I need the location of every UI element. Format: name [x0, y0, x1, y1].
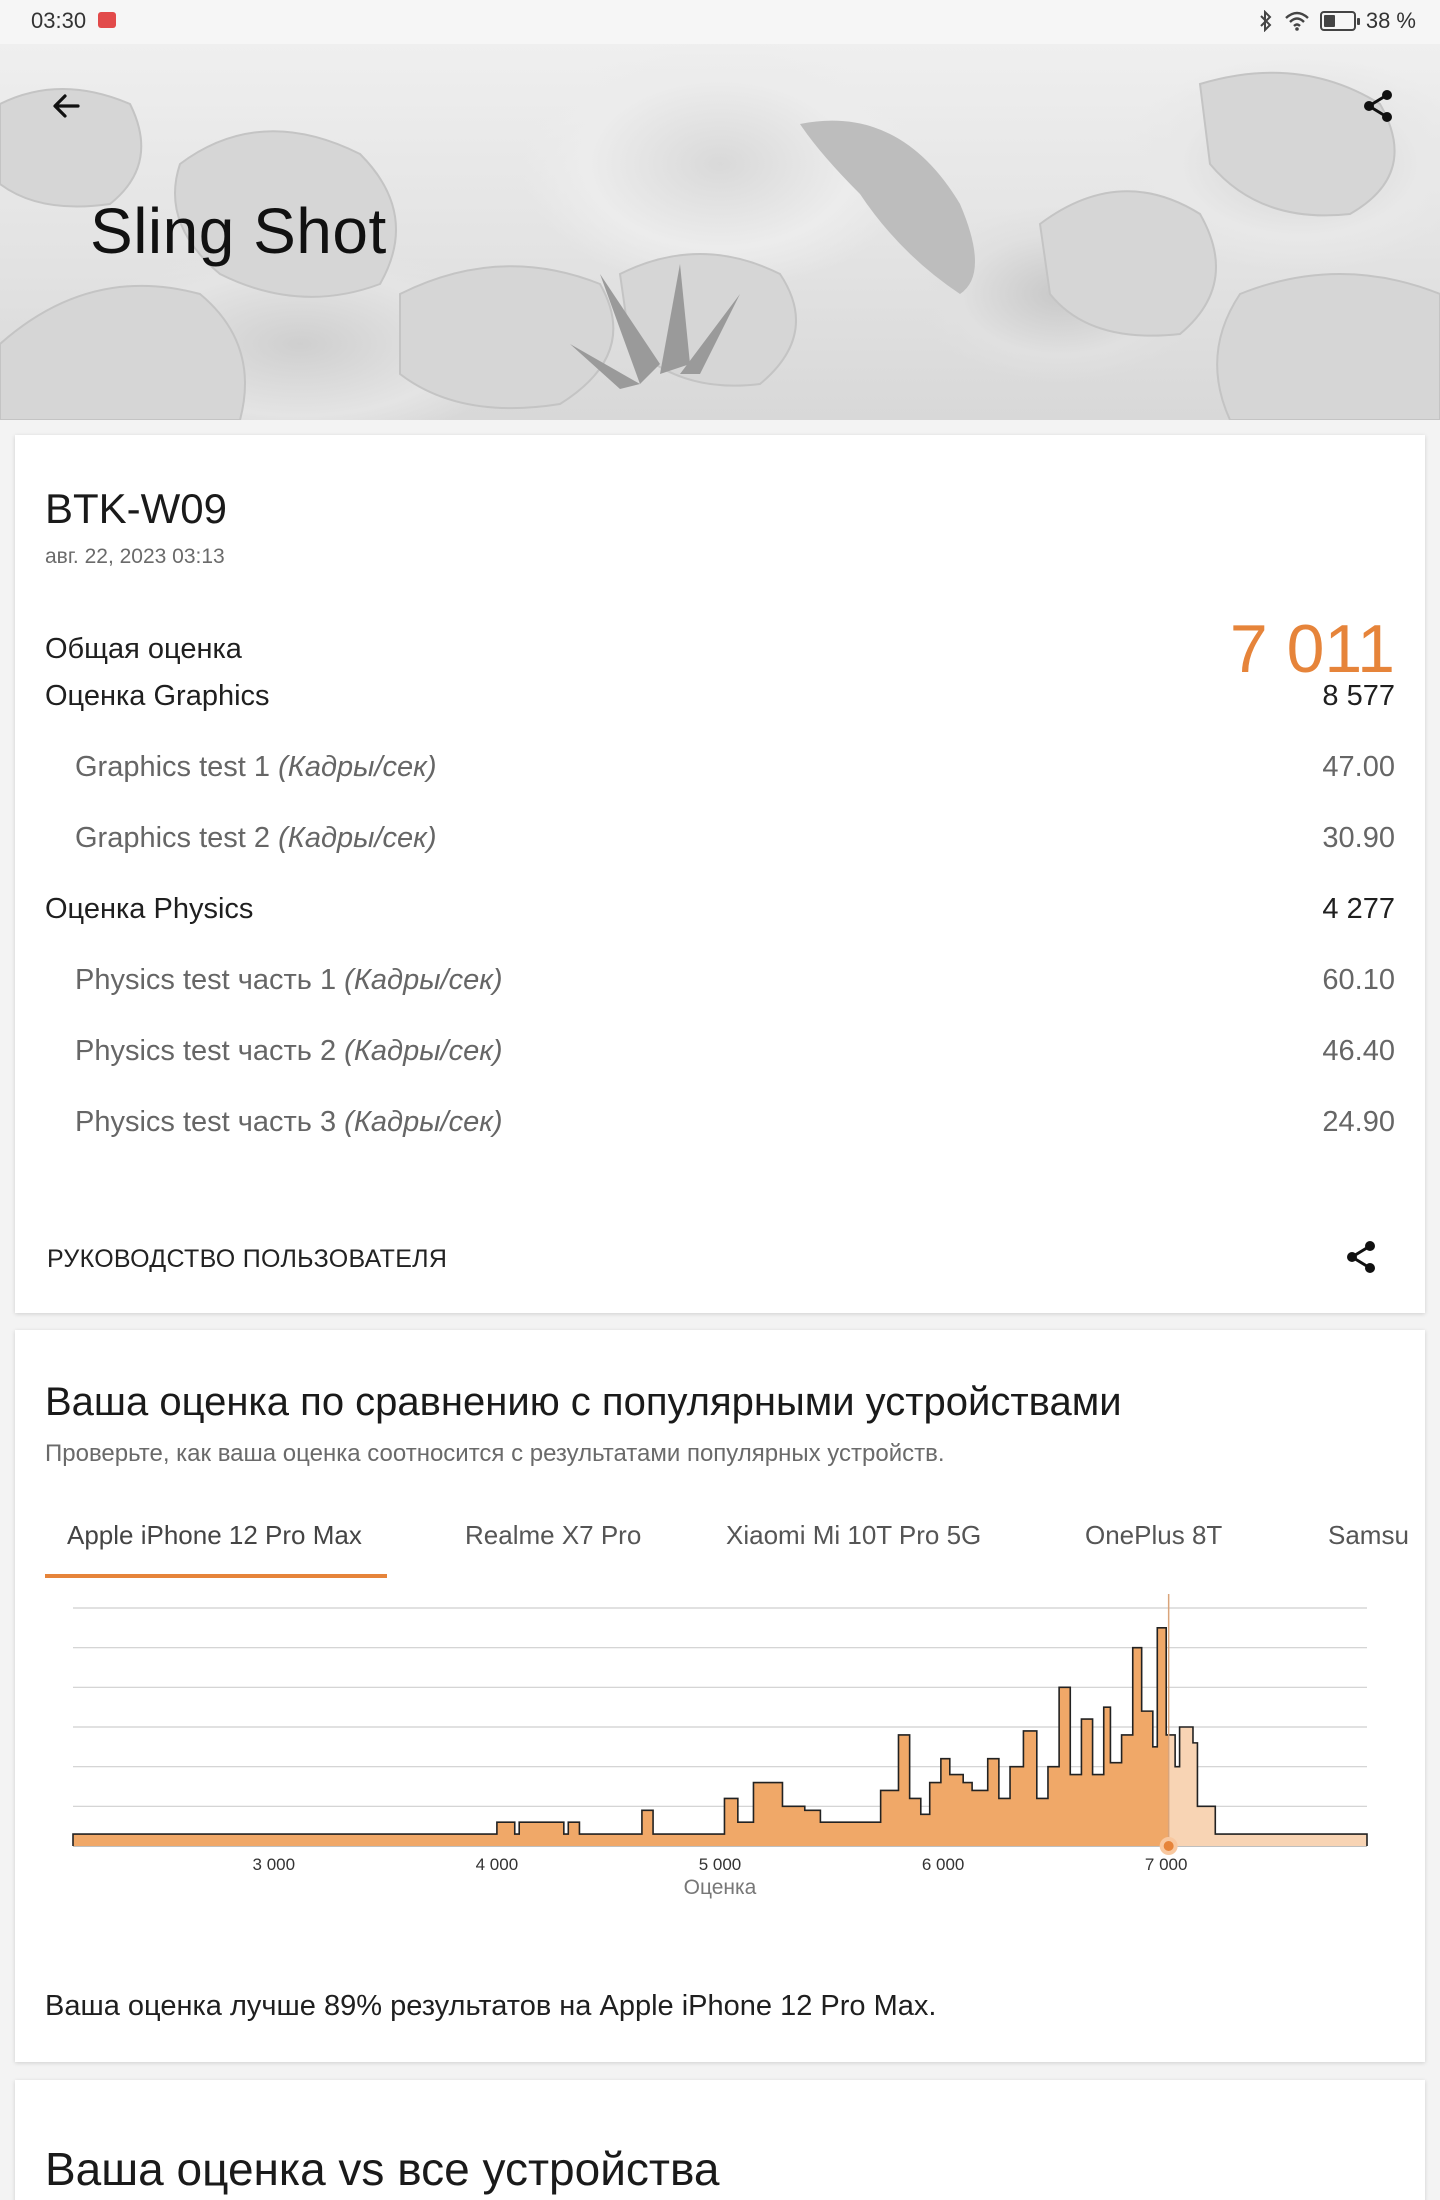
comparison-card: Ваша оценка по сравнению с популярными у… — [15, 1330, 1425, 2062]
battery-level: 38 % — [1365, 8, 1416, 33]
row-unit: (Кадры/сек) — [344, 1106, 503, 1138]
tab-device[interactable]: OnePlus 8T — [1085, 1520, 1223, 1550]
row-label-text: Graphics test 2 — [75, 822, 271, 854]
row-value: 4 277 — [1322, 893, 1395, 925]
distribution-area-below — [73, 1627, 1169, 1846]
result-date: авг. 22, 2023 03:13 — [45, 545, 225, 568]
row-label-text: Оценка Graphics — [45, 680, 270, 712]
back-button[interactable] — [44, 84, 88, 128]
x-tick-label: 7 000 — [1145, 1855, 1188, 1874]
row-label: Graphics test 1 (Кадры/сек) — [45, 751, 437, 784]
row-label: Physics test часть 3 (Кадры/сек) — [45, 1106, 503, 1139]
bluetooth-icon — [1260, 10, 1272, 32]
total-score-row: Общая оценка 7 011 — [45, 610, 1395, 688]
row-unit: (Кадры/сек) — [278, 751, 437, 783]
subtest-row: Graphics test 1 (Кадры/сек) 47.00 — [45, 751, 1395, 784]
share-icon — [1347, 1241, 1375, 1273]
x-axis-label: Оценка — [684, 1876, 757, 1899]
row-unit: (Кадры/сек) — [278, 822, 437, 854]
score-row: Оценка Physics 4 277 — [45, 893, 1395, 926]
row-value: 46.40 — [1322, 1035, 1395, 1067]
tab-device[interactable]: Xiaomi Mi 10T Pro 5G — [726, 1520, 982, 1550]
x-tick-label: 5 000 — [699, 1855, 742, 1874]
comparison-title: Ваша оценка по сравнению с популярными у… — [45, 1380, 1122, 1424]
x-tick-label: 6 000 — [922, 1855, 965, 1874]
row-value: 47.00 — [1322, 751, 1395, 783]
row-label: Graphics test 2 (Кадры/сек) — [45, 822, 437, 855]
share-icon — [1364, 90, 1392, 122]
subtest-row: Physics test часть 3 (Кадры/сек) 24.90 — [45, 1106, 1395, 1139]
vs-all-title: Ваша оценка vs все устройства — [45, 2143, 720, 2195]
row-unit: (Кадры/сек) — [344, 1035, 503, 1067]
subtest-row: Graphics test 2 (Кадры/сек) 30.90 — [45, 822, 1395, 855]
row-value: 60.10 — [1322, 964, 1395, 996]
x-tick-label: 4 000 — [476, 1855, 519, 1874]
status-time: 03:30 — [31, 8, 87, 33]
distribution-outline — [72, 1627, 1368, 1846]
user-guide-link[interactable]: РУКОВОДСТВО ПОЛЬЗОВАТЕЛЯ — [47, 1245, 448, 1273]
tab-device[interactable]: Apple iPhone 12 Pro Max — [67, 1520, 362, 1550]
row-label-text: Physics test часть 1 — [75, 964, 337, 996]
row-label-text: Graphics test 1 — [75, 751, 271, 783]
share-result-button[interactable] — [1339, 1235, 1383, 1279]
row-value: 8 577 — [1322, 680, 1395, 712]
result-card: BTK-W09 авг. 22, 2023 03:13 Общая оценка… — [15, 435, 1425, 1313]
row-label-text: Physics test часть 2 — [75, 1035, 337, 1067]
row-label: Physics test часть 1 (Кадры/сек) — [45, 964, 503, 997]
rock-background-image — [0, 71, 1440, 420]
arrow-back-icon — [53, 94, 80, 118]
status-bar: 03:30 38 % — [0, 0, 1440, 44]
device-tabs: Apple iPhone 12 Pro Max Realme X7 Pro Xi… — [45, 1500, 1410, 1580]
comparison-result-text: Ваша оценка лучше 89% результатов на App… — [45, 1990, 937, 2022]
status-right: 38 % — [1258, 8, 1416, 34]
share-button[interactable] — [1356, 84, 1400, 128]
subtest-row: Physics test часть 2 (Кадры/сек) 46.40 — [45, 1035, 1395, 1068]
score-distribution-chart: 3 000 4 000 5 000 6 000 7 000 Оценка — [15, 1588, 1425, 1908]
tab-device[interactable]: Realme X7 Pro — [465, 1520, 642, 1550]
row-value: 30.90 — [1322, 822, 1395, 854]
subtest-row: Physics test часть 1 (Кадры/сек) 60.10 — [45, 964, 1395, 997]
chart-svg: 3 000 4 000 5 000 6 000 7 000 Оценка — [72, 1594, 1368, 1899]
device-name: BTK-W09 — [45, 485, 228, 532]
score-row: Оценка Graphics 8 577 — [45, 680, 1395, 713]
x-tick-label: 3 000 — [253, 1855, 296, 1874]
row-label: Оценка Physics — [45, 893, 253, 926]
total-score-label: Общая оценка — [45, 632, 242, 665]
row-unit: (Кадры/сек) — [344, 964, 503, 996]
vs-all-card: Ваша оценка vs все устройства — [15, 2080, 1425, 2200]
score-marker-dot — [1163, 1841, 1174, 1851]
row-label-text: Physics test часть 3 — [75, 1106, 337, 1138]
notification-icon — [98, 12, 116, 28]
distribution-area-above — [1168, 1727, 1367, 1846]
active-tab-indicator — [45, 1574, 387, 1578]
row-label: Оценка Graphics — [45, 680, 270, 713]
page-title: Sling Shot — [90, 195, 387, 267]
row-value: 24.90 — [1322, 1106, 1395, 1138]
wifi-icon — [1285, 11, 1309, 31]
comparison-subtitle: Проверьте, как ваша оценка соотносится с… — [45, 1440, 945, 1467]
row-label: Physics test часть 2 (Кадры/сек) — [45, 1035, 503, 1068]
total-score-value: 7 011 — [1229, 611, 1395, 687]
tab-device[interactable]: Samsung — [1328, 1520, 1410, 1550]
row-label-text: Оценка Physics — [45, 893, 254, 925]
hero-banner: Sling Shot — [0, 44, 1440, 420]
battery-icon — [1319, 11, 1360, 31]
